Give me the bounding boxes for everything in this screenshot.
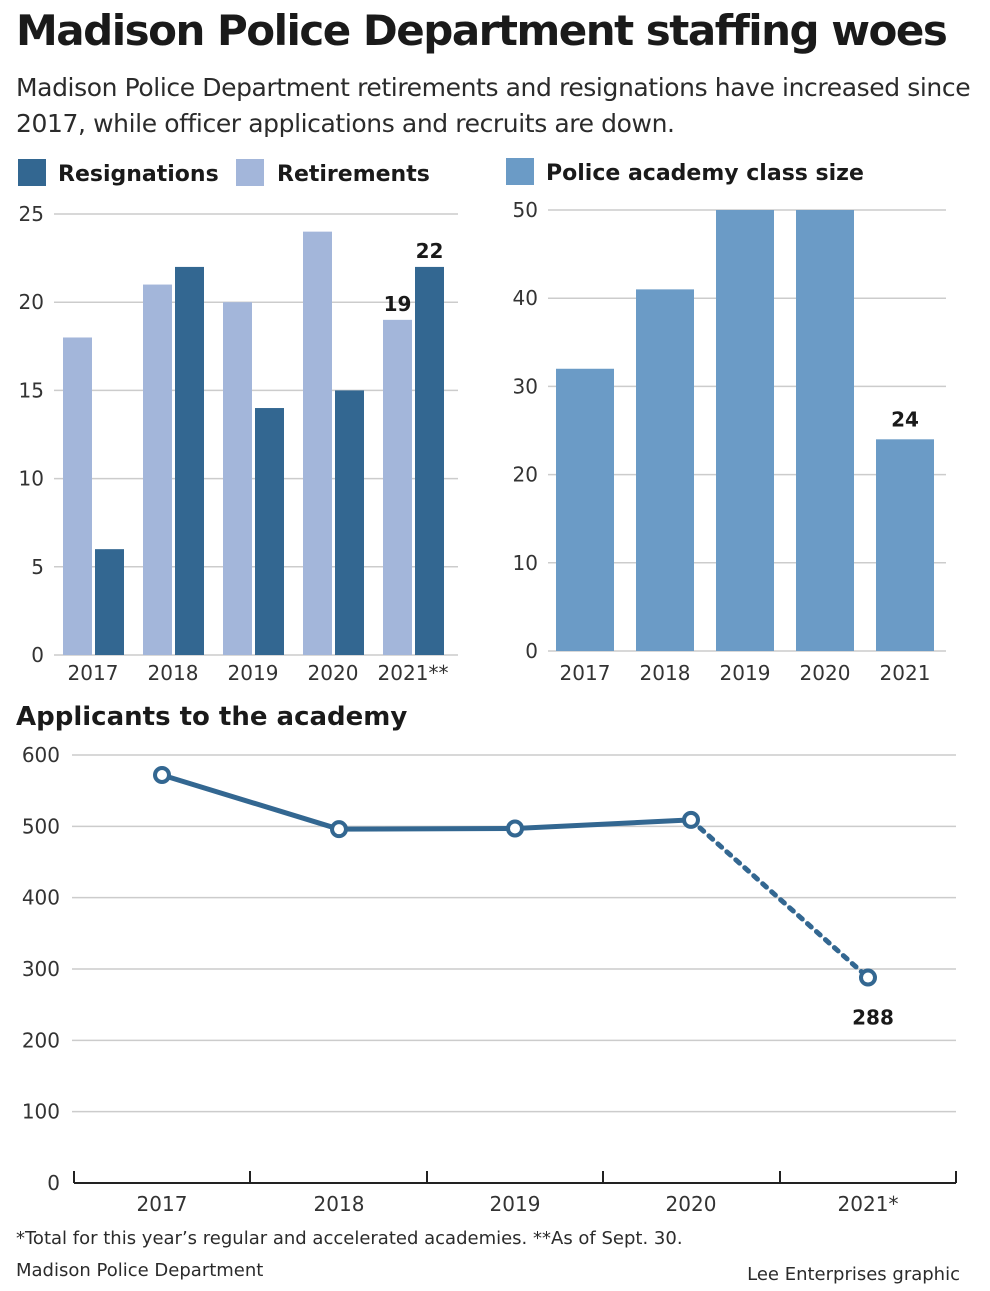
y-tick-label: 0 — [525, 639, 538, 663]
source-note: Madison Police Department — [16, 1260, 264, 1281]
y-tick-label: 0 — [47, 1171, 60, 1195]
legend-label-resignations: Resignations — [58, 162, 219, 187]
x-tick-label: 2020 — [308, 661, 359, 685]
bar-retirements — [303, 231, 332, 655]
y-tick-label: 0 — [31, 643, 44, 667]
y-tick-label: 30 — [513, 374, 538, 398]
bar-academy-class-size — [636, 289, 694, 651]
bar-academy-class-size — [876, 439, 934, 651]
applicants-point — [153, 765, 171, 784]
data-label: 288 — [852, 1006, 894, 1030]
bar-resignations — [255, 408, 284, 655]
bar-retirements — [63, 337, 92, 655]
bar-academy-class-size — [716, 210, 774, 651]
applicants-point — [330, 820, 348, 839]
applicants-point — [506, 819, 524, 838]
y-tick-label: 10 — [19, 467, 44, 491]
legend-label-retirements: Retirements — [277, 162, 430, 187]
y-tick-label: 200 — [22, 1028, 60, 1052]
y-tick-label: 500 — [22, 814, 60, 838]
legend-label-academy: Police academy class size — [546, 161, 864, 186]
x-tick-label: 2021 — [880, 661, 931, 685]
applicants-line-solid — [161, 772, 692, 832]
y-tick-label: 20 — [513, 463, 538, 487]
bar-academy-class-size — [796, 210, 854, 651]
y-tick-label: 10 — [513, 551, 538, 575]
bar-retirements — [383, 319, 412, 655]
applicants-line-dashed — [688, 817, 871, 981]
bar-academy-class-size — [556, 368, 614, 651]
section-title: Applicants to the academy — [16, 702, 407, 732]
y-tick-label: 300 — [22, 957, 60, 981]
footnote: *Total for this year’s regular and accel… — [16, 1228, 683, 1249]
x-tick-label: 2017 — [68, 661, 119, 685]
legend-swatch-academy — [506, 158, 534, 185]
bar-resignations — [175, 266, 204, 655]
x-tick-label: 2017 — [560, 661, 611, 685]
y-tick-label: 50 — [513, 198, 538, 222]
data-label: 19 — [384, 292, 412, 316]
chart-title: Madison Police Department staffing woes — [16, 6, 948, 55]
x-tick-label: 2019 — [228, 661, 279, 685]
legend-swatch-resignations — [18, 159, 46, 186]
y-tick-label: 600 — [22, 743, 60, 767]
y-tick-label: 20 — [19, 290, 44, 314]
data-label: 24 — [891, 407, 919, 431]
x-tick-label: 2020 — [666, 1192, 717, 1216]
x-tick-label: 2019 — [490, 1192, 541, 1216]
x-tick-label: 2018 — [314, 1192, 365, 1216]
bar-retirements — [143, 284, 172, 655]
x-tick-label: 2021** — [378, 661, 449, 685]
x-tick-label: 2019 — [720, 661, 771, 685]
x-tick-label: 2021* — [838, 1192, 899, 1216]
credit-note: Lee Enterprises graphic — [747, 1264, 960, 1285]
x-tick-label: 2020 — [800, 661, 851, 685]
legend-swatch-retirements — [236, 159, 264, 186]
y-tick-label: 25 — [19, 202, 44, 226]
bar-resignations — [335, 390, 364, 655]
y-tick-label: 5 — [31, 555, 44, 579]
y-tick-label: 400 — [22, 886, 60, 910]
bar-retirements — [223, 302, 252, 655]
x-tick-label: 2018 — [640, 661, 691, 685]
y-tick-label: 40 — [513, 286, 538, 310]
x-tick-label: 2018 — [148, 661, 199, 685]
y-tick-label: 100 — [22, 1100, 60, 1124]
data-label: 22 — [416, 239, 444, 263]
bar-resignations — [95, 549, 124, 655]
chart-subtitle: Madison Police Department retirements an… — [16, 73, 971, 138]
applicants-point — [682, 810, 700, 829]
x-tick-label: 2017 — [137, 1192, 188, 1216]
applicants-point — [859, 968, 877, 987]
y-tick-label: 15 — [19, 378, 44, 402]
bar-resignations — [415, 266, 444, 655]
